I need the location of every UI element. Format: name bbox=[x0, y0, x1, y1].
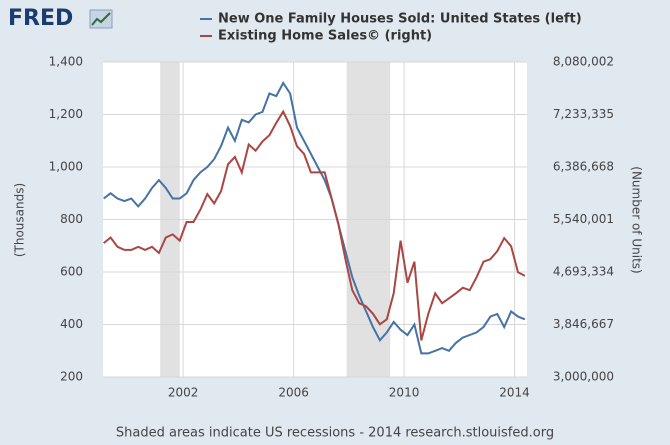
y-tick-label: 1,200 bbox=[49, 107, 83, 121]
y2-tick-label: 5,540,001 bbox=[553, 212, 614, 226]
y2-tick-label: 3,846,667 bbox=[553, 317, 614, 331]
series-line bbox=[103, 81, 526, 355]
y2-tick-label: 4,693,334 bbox=[553, 265, 614, 279]
y-tick-label: 1,400 bbox=[49, 55, 83, 69]
legend-label: New One Family Houses Sold: United State… bbox=[218, 12, 582, 27]
series-line bbox=[103, 109, 526, 341]
y-axis-label: (Thousands) bbox=[13, 183, 27, 257]
y-tick-label: 200 bbox=[60, 370, 83, 384]
x-tick-label: 2010 bbox=[389, 386, 420, 400]
y2-tick-label: 3,000,000 bbox=[553, 370, 614, 384]
y-tick-label: 600 bbox=[60, 265, 83, 279]
x-tick-label: 2014 bbox=[499, 386, 530, 400]
logo: FRED bbox=[8, 6, 73, 31]
y2-tick-label: 6,386,668 bbox=[553, 160, 614, 174]
x-tick-label: 2002 bbox=[168, 386, 199, 400]
y2-tick-label: 8,080,002 bbox=[553, 55, 614, 69]
y-tick-label: 400 bbox=[60, 317, 83, 331]
logo-icon bbox=[89, 9, 113, 29]
y-tick-label: 800 bbox=[60, 212, 83, 226]
y2-axis-label: (Number of Units) bbox=[630, 166, 644, 273]
note: Shaded areas indicate US recessions - 20… bbox=[116, 426, 554, 441]
legend-label: Existing Home Sales© (right) bbox=[218, 29, 432, 44]
x-tick-label: 2006 bbox=[278, 386, 309, 400]
y-tick-label: 1,000 bbox=[49, 160, 83, 174]
y2-tick-label: 7,233,335 bbox=[553, 107, 614, 121]
